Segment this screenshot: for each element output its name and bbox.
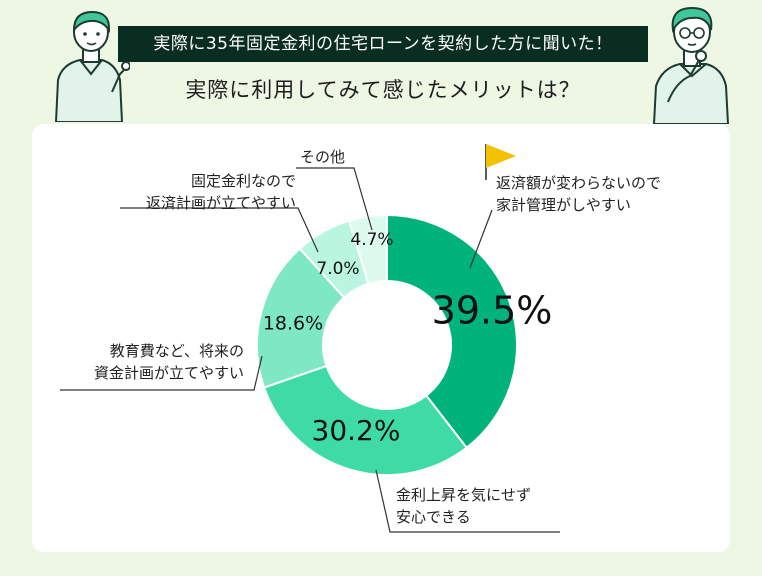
slice-percent-3: 18.6% — [263, 313, 323, 335]
person-left-illustration — [54, 10, 130, 122]
slice-percent-2: 30.2% — [312, 414, 401, 447]
slice-label-3: 教育費など、将来の資金計画が立てやすい — [94, 342, 244, 382]
slice-percent-4: 7.0% — [316, 259, 359, 279]
leader-line-4 — [120, 207, 319, 253]
chart-card — [32, 124, 730, 552]
donut-slice-5 — [347, 213, 388, 286]
slice-percent-5: 4.7% — [350, 230, 393, 250]
slice-label-1: 返済額が変わらないので家計管理がしやすい — [496, 174, 661, 214]
leader-line-3 — [60, 355, 263, 391]
leader-line-1 — [469, 209, 493, 269]
flag-icon — [485, 144, 516, 180]
slice-label-2: 金利上昇を気にせず安心できる — [396, 486, 531, 526]
donut-slice-2 — [262, 364, 469, 476]
leader-line-2 — [375, 469, 560, 533]
person-right-illustration — [652, 6, 730, 124]
slice-percent-1: 39.5% — [432, 289, 553, 333]
slice-label-5: その他 — [300, 148, 345, 166]
slice-label-4: 固定金利なので返済計画が立てやすい — [146, 172, 296, 212]
leader-line-5 — [296, 167, 373, 231]
survey-question: 実際に利用してみて感じたメリットは？ — [185, 78, 581, 102]
donut-slice-1 — [386, 213, 518, 450]
survey-banner: 実際に35年固定金利の住宅ローンを契約した方に聞いた！ — [118, 26, 648, 62]
